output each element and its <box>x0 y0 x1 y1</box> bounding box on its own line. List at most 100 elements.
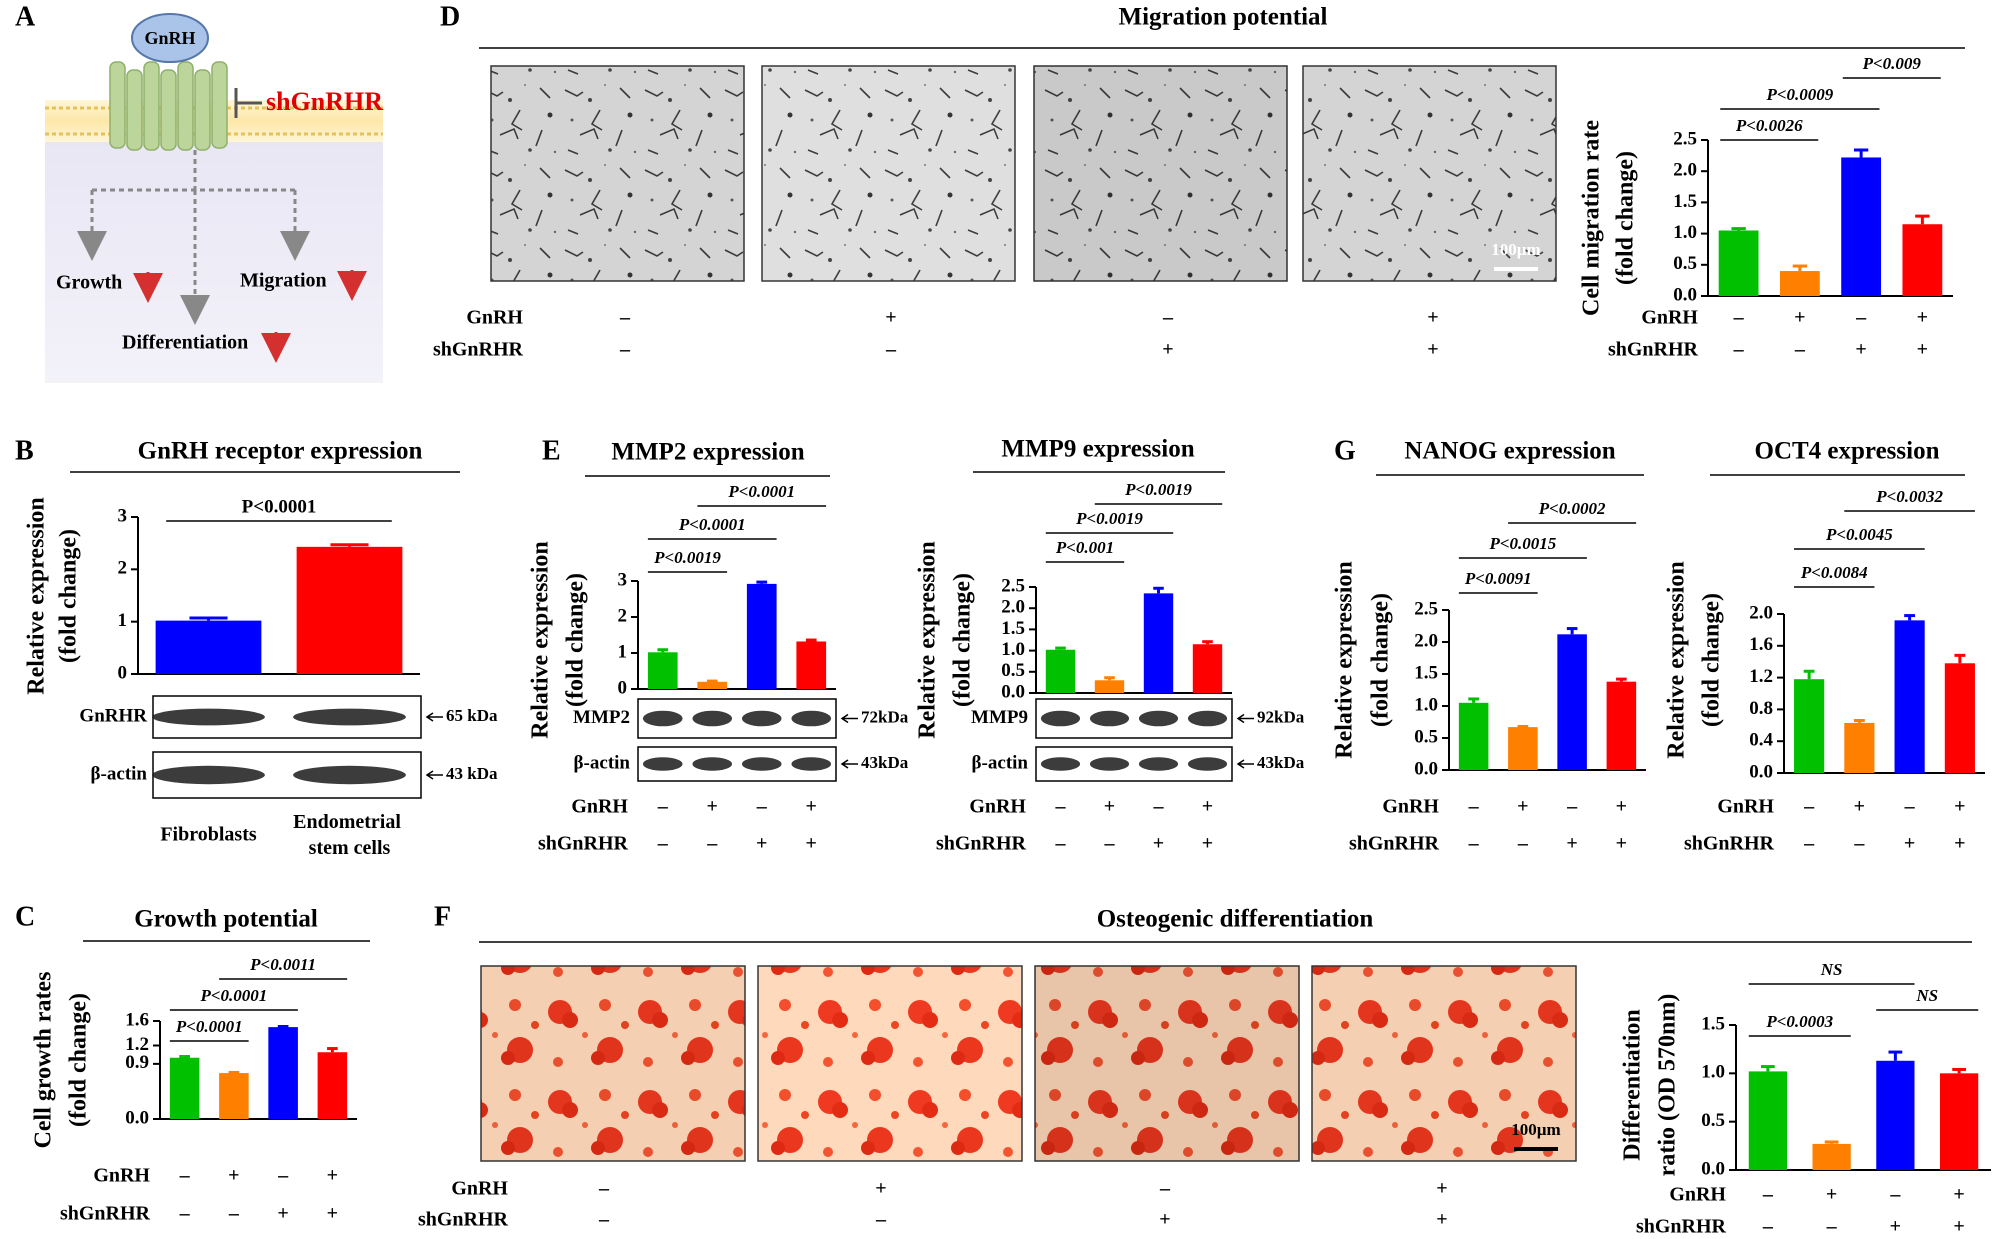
treatment-sign: – <box>1794 339 1806 361</box>
significance-label: P<0.0011 <box>249 955 316 974</box>
significance-label: P<0.0001 <box>727 482 795 501</box>
treatment-sign: – <box>1733 339 1745 361</box>
significance-label: P<0.0045 <box>1825 525 1893 544</box>
y-tick-label: 2.0 <box>1414 630 1438 651</box>
panel-letter: B <box>15 435 34 466</box>
blot-band <box>741 757 782 771</box>
treatment-sign: + <box>228 1165 239 1187</box>
error-bar <box>1566 627 1578 635</box>
bar <box>296 546 403 674</box>
bar <box>1606 681 1637 770</box>
y-tick-label: 0.0 <box>1673 284 1697 305</box>
significance-label: NS <box>1915 986 1938 1005</box>
y-tick-label: 1 <box>618 641 628 662</box>
treatment-sign: – <box>1762 1184 1774 1206</box>
treatment-name: GnRH <box>1717 796 1774 818</box>
significance-label: P<0.0001 <box>678 515 746 534</box>
significance-label: P<0.0015 <box>1488 534 1556 553</box>
significance-label: P<0.0001 <box>175 1017 243 1036</box>
treatment-sign: + <box>1202 796 1213 818</box>
treatment-sign: – <box>1055 833 1067 855</box>
blot-size-label: 43 kDa <box>446 764 498 783</box>
micrograph <box>757 965 1023 1162</box>
blot-size-label: 65 kDa <box>446 706 498 725</box>
treatment-sign: + <box>1202 833 1213 855</box>
treatment-sign: – <box>875 1209 887 1231</box>
treatment-sign: + <box>1153 833 1164 855</box>
error-bar <box>327 1047 338 1053</box>
error-bar <box>1760 1065 1775 1072</box>
size-arrow <box>1236 759 1254 769</box>
panel-letter: D <box>440 1 460 32</box>
treatment-name: shGnRHR <box>1349 833 1440 855</box>
treatment-sign: + <box>1904 833 1915 855</box>
y-axis-label: Cell migration rate <box>1579 120 1605 316</box>
blot-row-label: β-actin <box>91 763 148 784</box>
significance-label: P<0.0091 <box>1464 569 1532 588</box>
error-bar <box>1888 1050 1903 1061</box>
y-tick-label: 1.5 <box>1001 618 1025 639</box>
treatment-sign: – <box>1566 796 1578 818</box>
blot-band <box>1187 710 1228 727</box>
treatment-sign: + <box>277 1203 288 1225</box>
treatment-sign: – <box>1904 796 1916 818</box>
treatment-name: shGnRHR <box>538 833 629 855</box>
bar <box>317 1052 348 1119</box>
blot-band <box>152 765 265 785</box>
y-tick-label: 2.0 <box>1749 602 1773 623</box>
significance-label: P<0.0009 <box>1765 85 1833 104</box>
blot-band <box>692 710 733 727</box>
error-bar <box>1803 669 1815 680</box>
bar <box>1894 620 1925 773</box>
treatment-sign: + <box>875 1178 886 1200</box>
panel-letter: A <box>15 1 36 32</box>
treatment-sign: + <box>1953 1184 1964 1206</box>
micrograph <box>1033 65 1288 282</box>
treatment-sign: + <box>1794 307 1805 329</box>
treatment-sign: + <box>1917 307 1928 329</box>
blot-band <box>1187 757 1228 771</box>
treatment-sign: + <box>327 1165 338 1187</box>
significance-label: NS <box>1820 960 1843 979</box>
y-tick-label: 2.0 <box>1001 597 1025 618</box>
y-tick-label: 0.5 <box>1701 1110 1725 1131</box>
treatment-sign: + <box>707 796 718 818</box>
treatment-sign: – <box>619 339 631 361</box>
y-axis-label: Relative expression <box>1332 561 1358 759</box>
treatment-name: GnRH <box>451 1178 508 1200</box>
significance-label: P<0.0084 <box>1800 563 1868 582</box>
bar <box>697 681 728 689</box>
treatment-sign: – <box>598 1209 610 1231</box>
bar <box>1748 1071 1787 1170</box>
treatment-name: GnRH <box>571 796 628 818</box>
treatment-name: shGnRHR <box>936 833 1027 855</box>
y-tick-label: 1.0 <box>1414 694 1438 715</box>
y-tick-label: 3 <box>618 569 628 590</box>
treatment-sign: – <box>1468 796 1480 818</box>
y-tick-label: 0.0 <box>1414 758 1438 779</box>
treatment-sign: + <box>1854 796 1865 818</box>
y-tick-label: 1 <box>118 610 128 631</box>
error-bar <box>1853 148 1869 158</box>
treatment-sign: – <box>277 1165 289 1187</box>
error-bar <box>756 580 768 584</box>
bar <box>1557 634 1587 770</box>
y-tick-label: 0.9 <box>125 1052 149 1073</box>
inhibitor-label: shGnRHR <box>266 87 383 116</box>
treatment-sign: + <box>1954 796 1965 818</box>
size-arrow <box>840 713 858 724</box>
treatment-sign: – <box>1733 307 1745 329</box>
treatment-sign: + <box>1427 339 1438 361</box>
treatment-sign: + <box>1826 1184 1837 1206</box>
significance-label: P<0.0032 <box>1875 487 1943 506</box>
error-bar <box>1824 1140 1839 1144</box>
blot-band <box>1089 757 1130 771</box>
panel-title: OCT4 expression <box>1755 438 1940 465</box>
y-tick-label: 3 <box>118 505 128 526</box>
treatment-sign: + <box>1159 1209 1170 1231</box>
blot-band <box>1138 757 1179 771</box>
y-tick-label: 2 <box>618 605 628 626</box>
bar <box>1508 727 1538 770</box>
treatment-name: shGnRHR <box>1684 833 1775 855</box>
y-tick-label: 0.0 <box>1701 1158 1725 1179</box>
